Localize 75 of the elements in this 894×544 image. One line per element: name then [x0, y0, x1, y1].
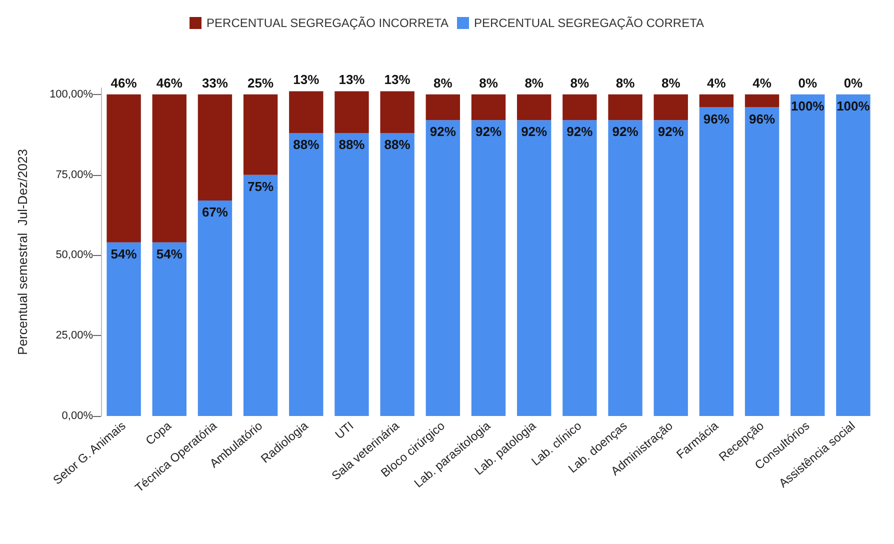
- bar: [106, 242, 141, 416]
- bar: [790, 94, 825, 416]
- bar: [198, 200, 232, 416]
- legend-label: PERCENTUAL SEGREGAÇÃO CORRETA: [474, 16, 704, 30]
- data-label: 4%: [707, 75, 726, 90]
- data-label: 4%: [752, 75, 772, 90]
- bar: [654, 94, 688, 120]
- y-axis-title: Percentual semestral Jul-Dez/2023: [15, 149, 30, 355]
- data-label: 54%: [156, 246, 183, 262]
- bar: [334, 91, 369, 134]
- bar: [106, 94, 141, 242]
- data-label: 0%: [844, 75, 864, 90]
- data-label: 92%: [658, 124, 684, 140]
- data-label: 75%: [248, 178, 274, 194]
- y-tick-label: 25,00%: [56, 330, 94, 342]
- bar: [380, 133, 414, 416]
- legend-label: PERCENTUAL SEGREGAÇÃO INCORRETA: [206, 16, 449, 30]
- data-label: 13%: [338, 72, 366, 88]
- bar: [380, 91, 414, 134]
- data-label: 88%: [293, 137, 320, 152]
- data-label: 46%: [110, 75, 138, 90]
- bar: [289, 133, 324, 416]
- data-label: 25%: [248, 75, 274, 90]
- data-label: 67%: [202, 204, 228, 220]
- data-label: 8%: [570, 75, 590, 90]
- data-label: 8%: [479, 75, 498, 90]
- data-label: 92%: [612, 124, 639, 140]
- data-label: 33%: [202, 75, 228, 90]
- y-tick-label: 50,00%: [56, 249, 94, 262]
- bar: [426, 120, 460, 416]
- y-tick-label: 100,00%: [50, 88, 94, 100]
- bar: [516, 120, 552, 416]
- bar: [744, 107, 780, 416]
- bar: [562, 94, 597, 120]
- data-label: 96%: [749, 111, 776, 126]
- bar: [699, 107, 734, 416]
- bar: [699, 94, 734, 108]
- data-label: 88%: [338, 137, 366, 152]
- bar: [744, 94, 780, 108]
- data-label: 96%: [703, 111, 730, 126]
- bar: [608, 94, 642, 120]
- y-tick-label: 0,00%: [62, 410, 94, 422]
- data-label: 100%: [790, 98, 825, 114]
- data-label: 13%: [384, 72, 411, 88]
- bar: [243, 174, 278, 416]
- bar: [289, 91, 324, 134]
- bar: [152, 242, 186, 416]
- data-label: 8%: [616, 75, 636, 90]
- bar: [836, 94, 870, 416]
- data-label: 100%: [836, 98, 870, 114]
- bar: [562, 120, 597, 416]
- data-label: 0%: [798, 75, 818, 90]
- bar: [334, 133, 369, 416]
- data-label: 92%: [566, 124, 594, 140]
- data-label: 46%: [156, 75, 183, 90]
- data-label: 8%: [524, 75, 544, 90]
- y-tick-label: 75,00%: [56, 168, 94, 181]
- bar: [152, 94, 186, 242]
- bar: [516, 94, 552, 120]
- data-label: 88%: [384, 137, 411, 152]
- data-label: 54%: [110, 246, 138, 262]
- bar: [654, 120, 688, 416]
- bar: [243, 94, 278, 175]
- bar: [608, 120, 642, 416]
- bar: [471, 120, 506, 416]
- data-label: 8%: [434, 75, 453, 90]
- x-tick-label: UTI: [332, 418, 356, 442]
- bar: [426, 94, 460, 120]
- data-label: 92%: [475, 124, 502, 140]
- data-label: 13%: [293, 72, 320, 88]
- data-label: 92%: [521, 124, 548, 140]
- bar: [471, 94, 506, 120]
- data-label: 8%: [661, 75, 681, 90]
- bar: [198, 94, 232, 201]
- data-label: 92%: [430, 124, 456, 140]
